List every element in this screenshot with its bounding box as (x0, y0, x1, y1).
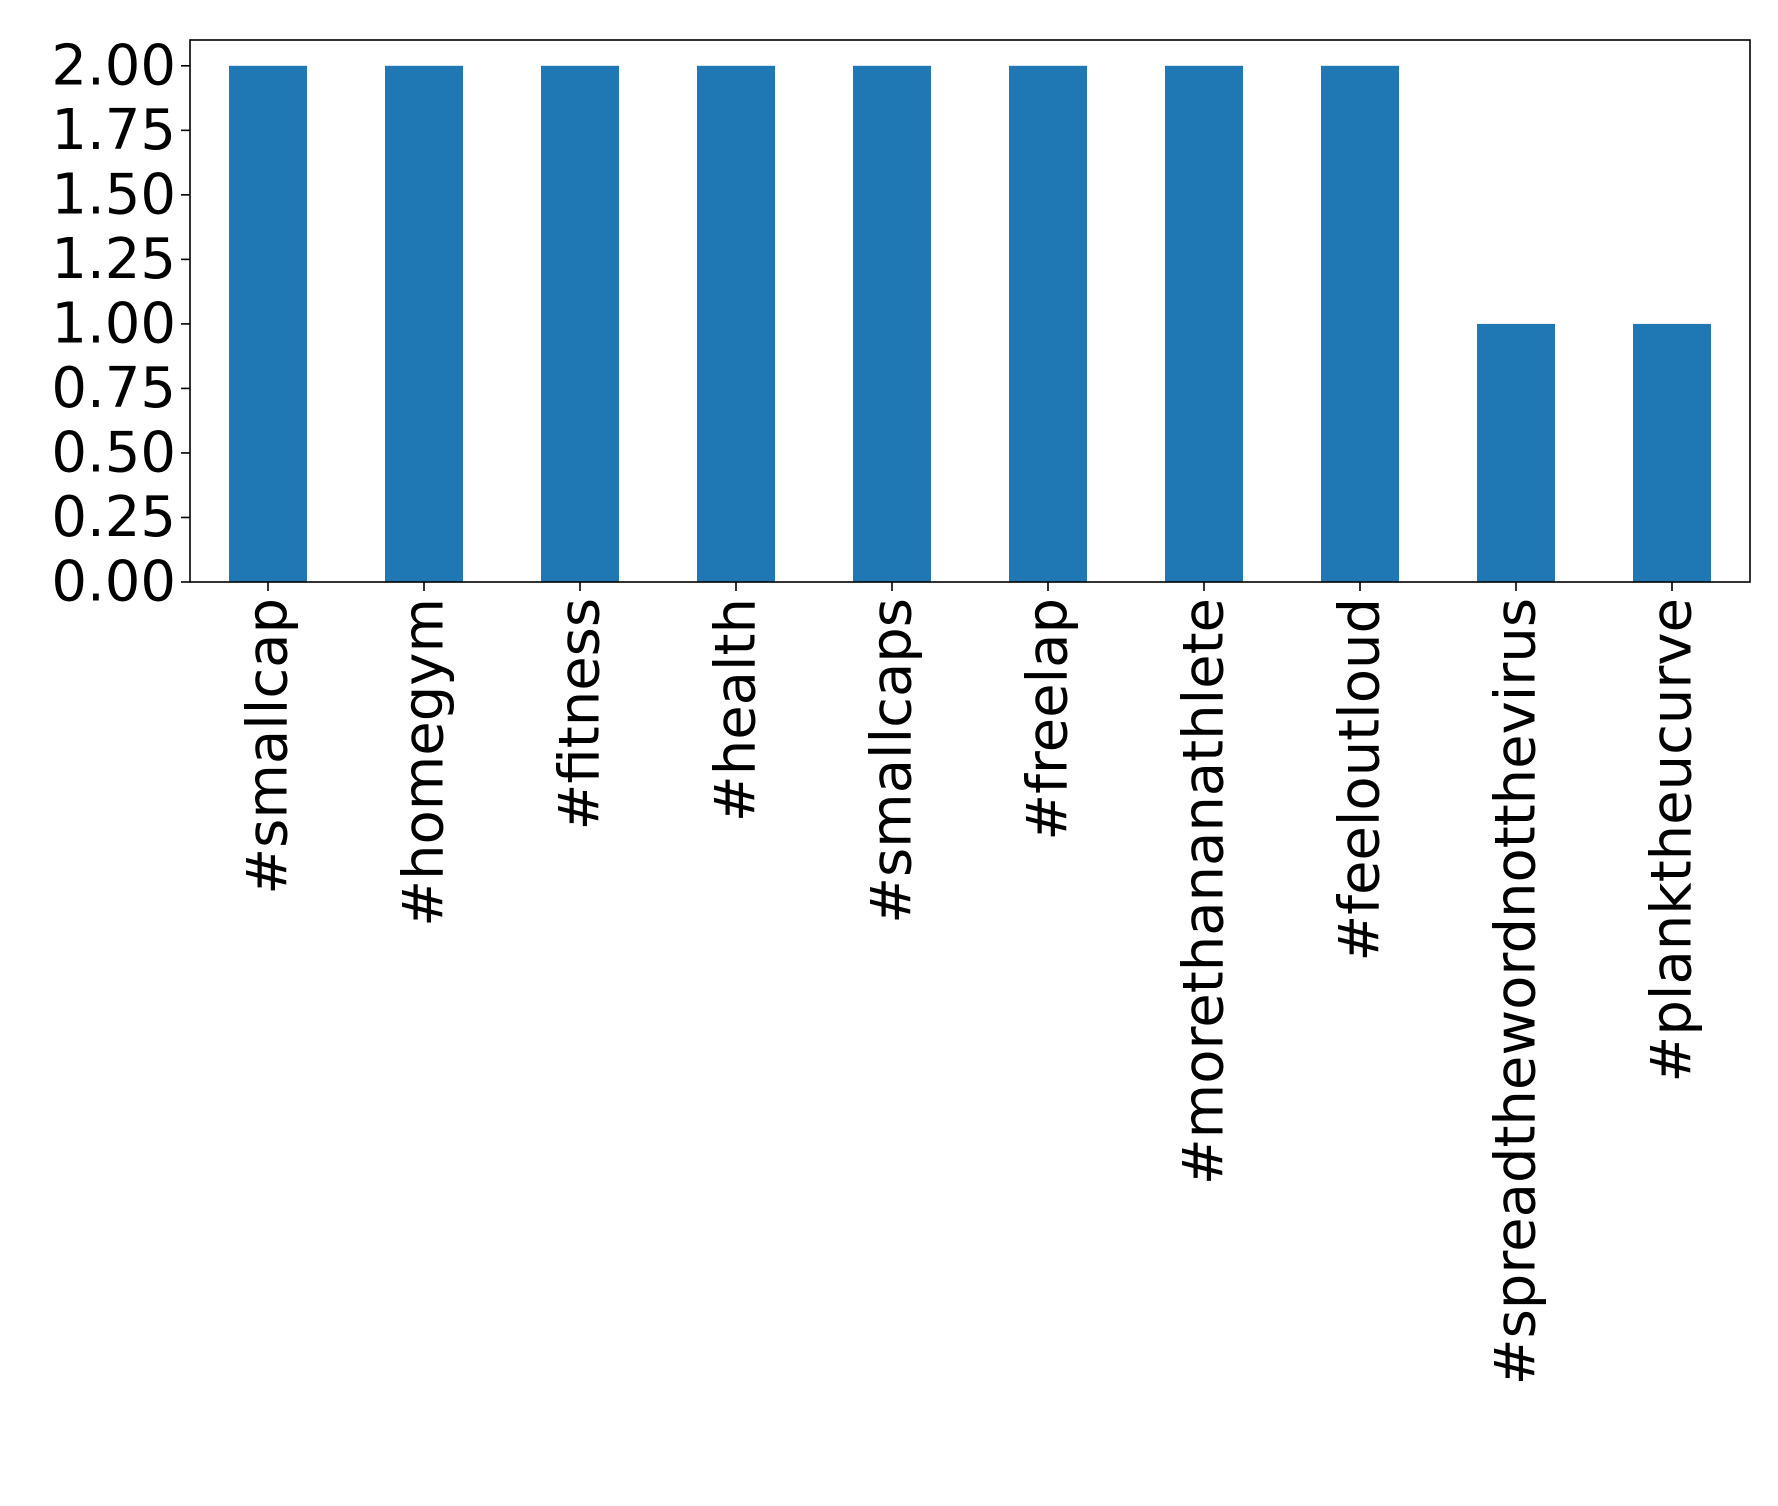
y-tick-label: 0.75 (51, 356, 176, 421)
y-tick-label: 0.50 (51, 420, 176, 485)
y-tick-label: 1.00 (51, 291, 176, 356)
bar-spreadthewordnotthevirus (1477, 323, 1555, 582)
plot-frame (189, 39, 1751, 583)
bar-morethananathlete (1165, 65, 1243, 583)
bars-group (229, 65, 1711, 583)
y-tick-label: 0.25 (51, 485, 176, 550)
bar-feeloutloud (1321, 65, 1399, 583)
x-tick-label: #spreadthewordnotthevirus (1484, 598, 1549, 1385)
x-tick-label: #freelap (1016, 598, 1081, 841)
bar-health (697, 65, 775, 583)
bar-smallcaps (853, 65, 931, 583)
y-tick-label: 1.50 (51, 162, 176, 227)
y-tick-label: 1.75 (51, 98, 176, 163)
bar-fitness (541, 65, 619, 583)
x-tick-label: #planktheucurve (1640, 598, 1705, 1083)
x-tick-label: #morethananathlete (1172, 598, 1237, 1185)
bar-homegym (385, 65, 463, 583)
x-axis: #smallcap #homegym #fitness #health #smallca… (236, 582, 1705, 1385)
x-tick-label: #homegym (392, 598, 457, 927)
bar-planktheucurve (1633, 323, 1711, 582)
x-tick-label: #smallcap (236, 598, 301, 895)
y-tick-label: 0.00 (51, 550, 176, 615)
x-tick-label: #fitness (548, 598, 613, 830)
x-tick-label: #health (704, 598, 769, 822)
y-tick-label: 1.25 (51, 227, 176, 292)
bar-smallcap (229, 65, 307, 583)
bar-freelap (1009, 65, 1087, 583)
x-tick-label: #feeloutloud (1328, 598, 1393, 962)
x-tick-label: #smallcaps (860, 598, 925, 924)
y-tick-label: 2.00 (51, 33, 176, 98)
y-axis: 0.000.250.500.751.001.251.501.752.00 (51, 33, 190, 615)
